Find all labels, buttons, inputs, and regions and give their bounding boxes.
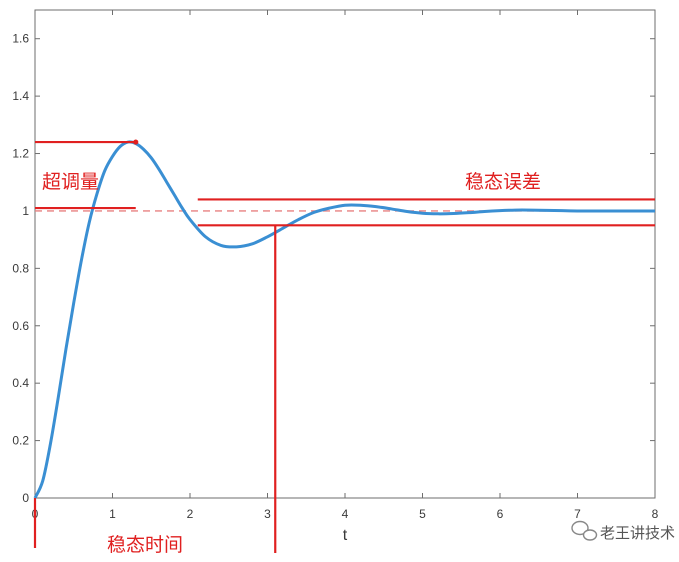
watermark-text: 老王讲技术	[600, 524, 675, 542]
x-tick-label: 3	[264, 507, 271, 521]
x-tick-label: 1	[109, 507, 116, 521]
y-tick-label: 1.6	[12, 32, 29, 46]
overshoot-label: 超调量	[42, 171, 99, 193]
x-tick-label: 2	[187, 507, 194, 521]
y-tick-label: 0.6	[12, 319, 29, 333]
overshoot-peak-marker	[133, 139, 139, 145]
settling-time-label: 稳态时间	[107, 534, 183, 556]
steady-state-error-label: 稳态误差	[465, 171, 541, 193]
plot-frame	[34, 9, 656, 499]
watermark: 老王讲技术	[571, 520, 675, 542]
y-tick-label: 1.2	[12, 147, 29, 161]
y-tick-label: 0.2	[12, 434, 29, 448]
x-tick-label: 8	[652, 507, 659, 521]
x-axis-label: t	[343, 527, 348, 544]
x-tick-label: 4	[342, 507, 349, 521]
x-tick-label: 6	[497, 507, 504, 521]
x-tick-label: 5	[419, 507, 426, 521]
y-tick-label: 0.8	[12, 261, 29, 275]
y-axis-ticks: 0 0.2 0.4 0.6 0.8 1 1.2 1.4 1.6	[12, 32, 655, 505]
plot-border	[34, 9, 656, 499]
x-tick-label: 7	[574, 507, 581, 521]
annotation-lines	[33, 139, 655, 553]
x-axis-ticks: 012345678	[32, 10, 659, 521]
y-tick-label: 1.4	[12, 89, 29, 103]
response-curve	[33, 140, 655, 499]
y-tick-label: 0	[22, 491, 29, 505]
y-tick-label: 0.4	[12, 376, 29, 390]
wechat-bubble-icon	[571, 520, 598, 541]
y-tick-label: 1	[22, 204, 29, 218]
